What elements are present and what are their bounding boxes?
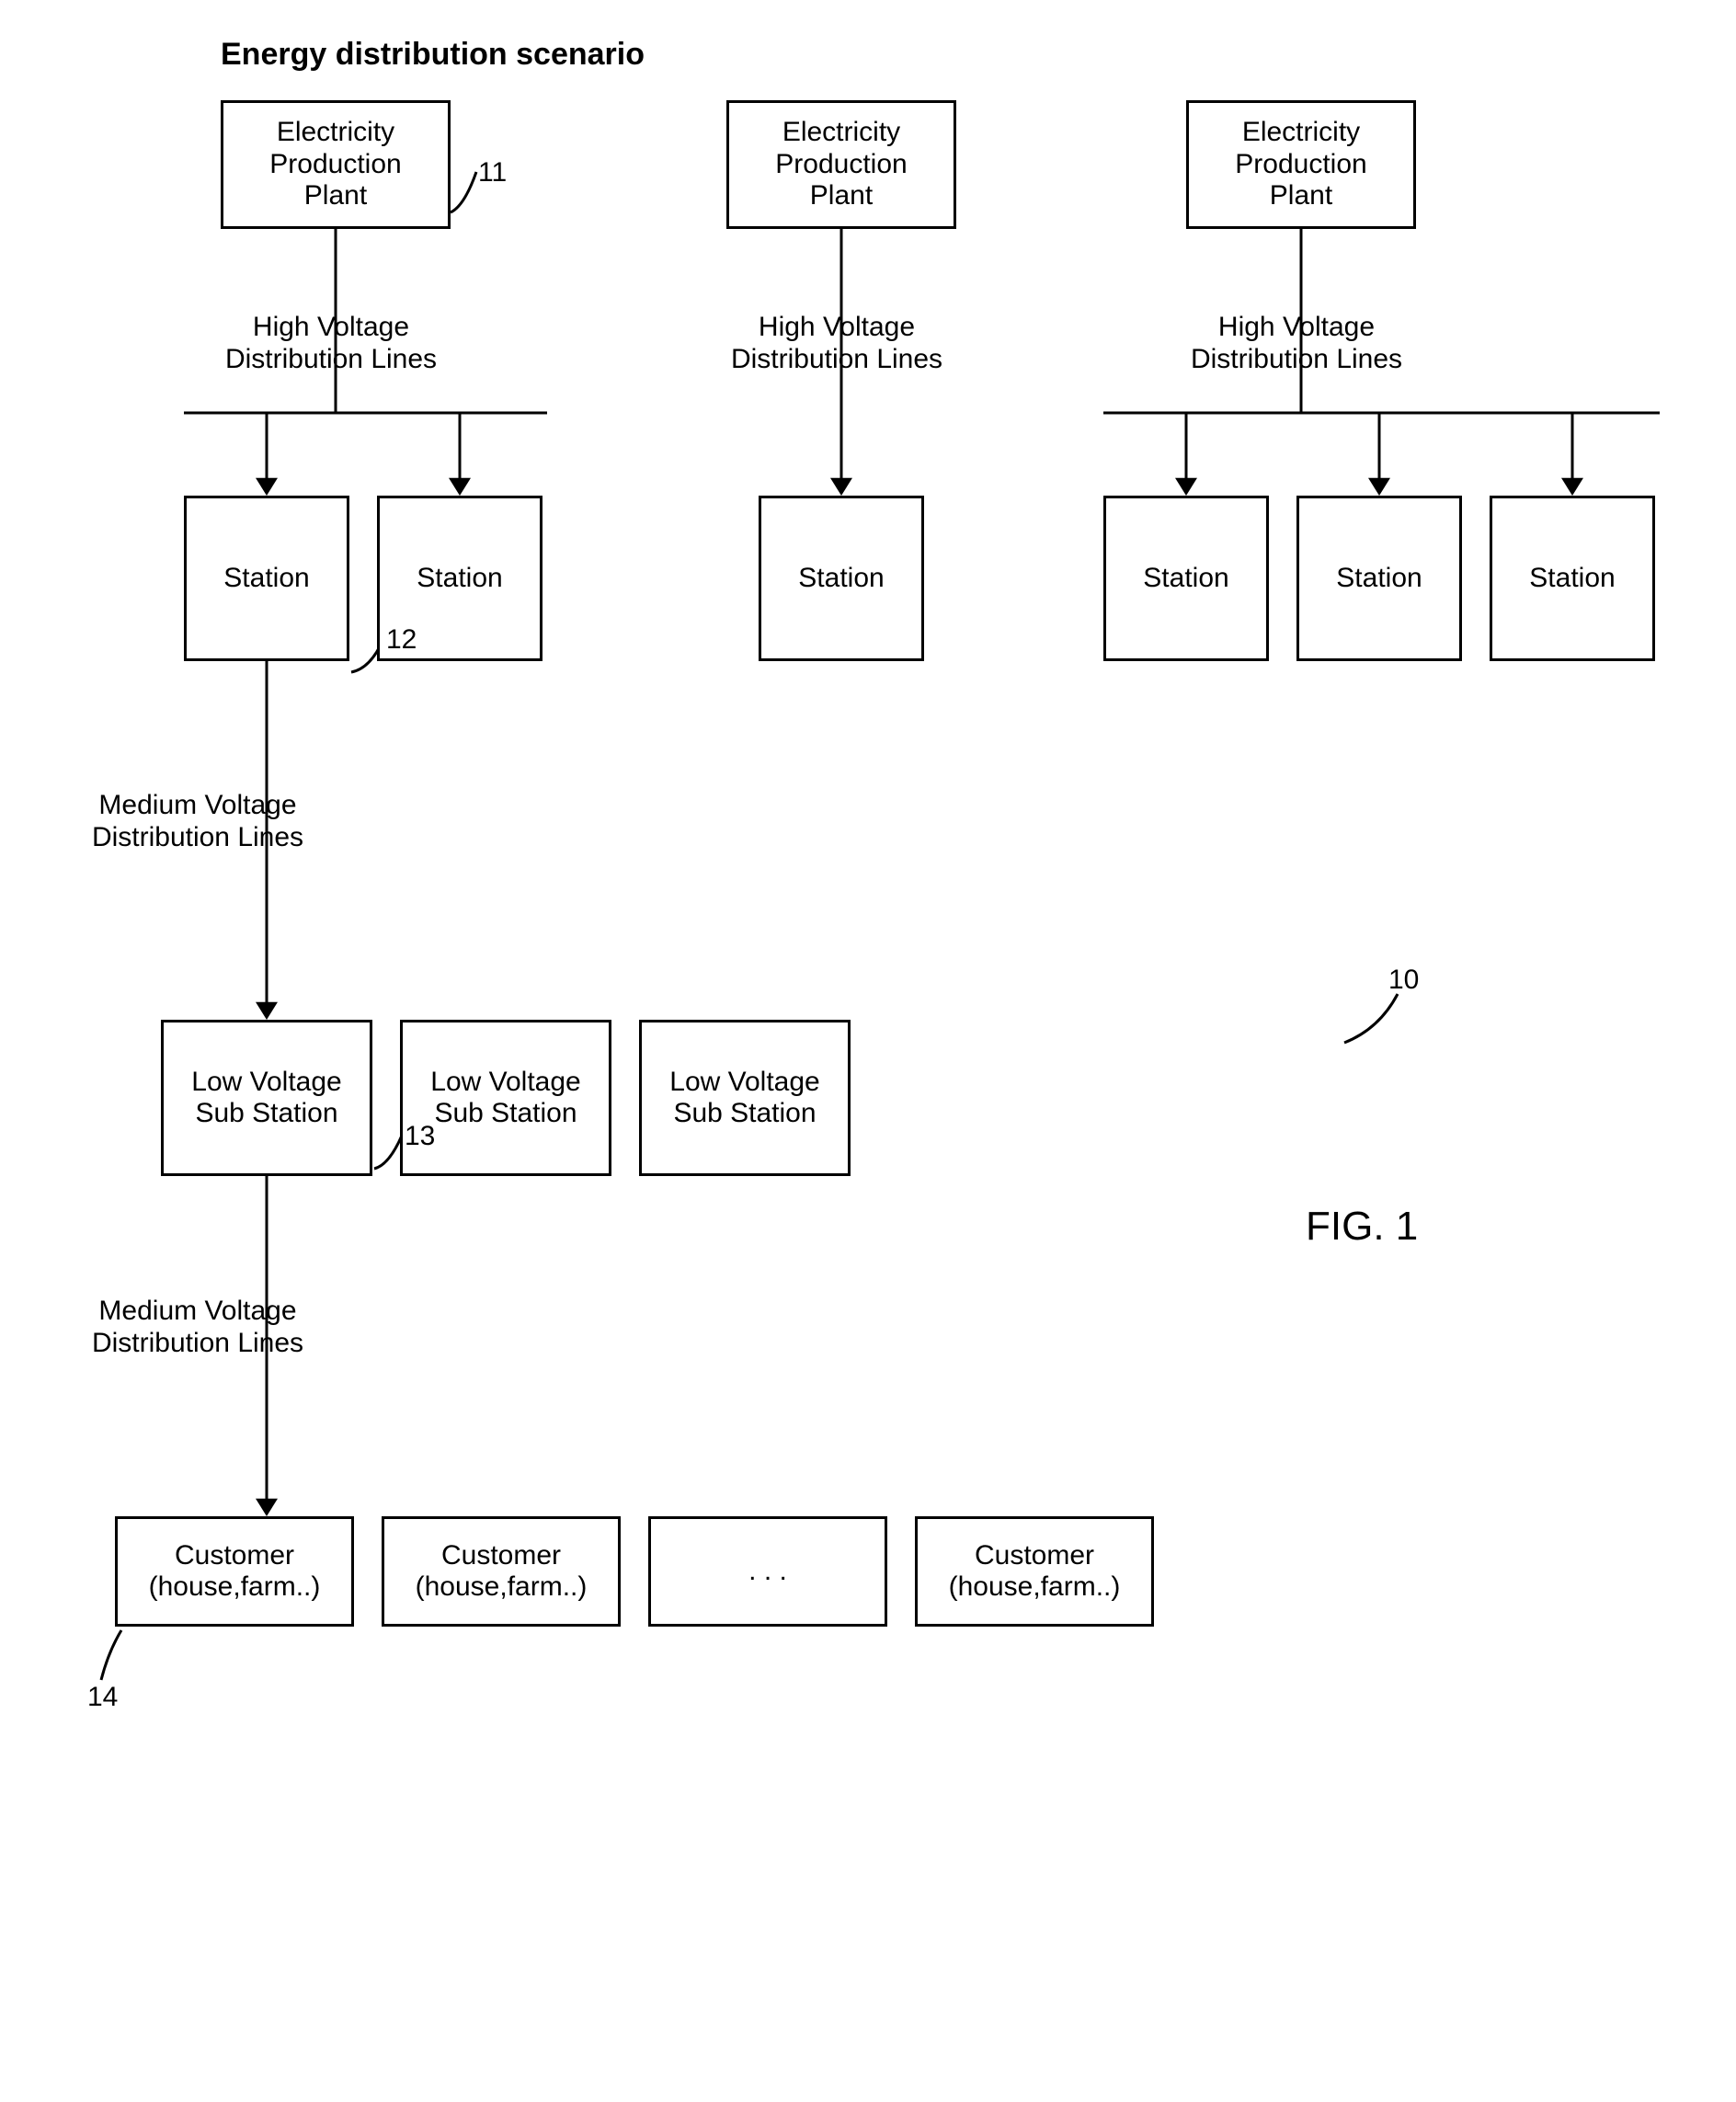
node-customer-2: Customer(house,farm..) (382, 1516, 621, 1627)
diagram-title: Energy distribution scenario (221, 37, 1699, 73)
ref-10: 10 (1388, 965, 1419, 996)
node-customer-3: . . . (648, 1516, 887, 1627)
node-substation-3: Low VoltageSub Station (639, 1020, 851, 1176)
label-hv-3: High VoltageDistribution Lines (1149, 312, 1444, 375)
node-plant-3: ElectricityProductionPlant (1186, 100, 1416, 229)
node-substation-1: Low VoltageSub Station (161, 1020, 372, 1176)
node-station-3c: Station (1490, 496, 1655, 661)
node-customer-4: Customer(house,farm..) (915, 1516, 1154, 1627)
node-station-3b: Station (1296, 496, 1462, 661)
ref-11: 11 (478, 157, 507, 188)
node-station-3a: Station (1103, 496, 1269, 661)
node-station-1a: Station (184, 496, 349, 661)
ref-14: 14 (87, 1682, 118, 1713)
label-hv-1: High VoltageDistribution Lines (184, 312, 478, 375)
node-substation-2: Low VoltageSub Station (400, 1020, 611, 1176)
node-customer-1: Customer(house,farm..) (115, 1516, 354, 1627)
ref-13: 13 (405, 1121, 435, 1152)
node-plant-1: ElectricityProductionPlant (221, 100, 451, 229)
node-plant-2: ElectricityProductionPlant (726, 100, 956, 229)
label-mv-2: Medium VoltageDistribution Lines (37, 1296, 359, 1359)
label-mv-1: Medium VoltageDistribution Lines (37, 790, 359, 853)
ref-12: 12 (386, 624, 417, 656)
figure-label: FIG. 1 (1306, 1204, 1418, 1250)
node-station-2: Station (759, 496, 924, 661)
label-hv-2: High VoltageDistribution Lines (690, 312, 984, 375)
diagram-canvas: ElectricityProductionPlant ElectricityPr… (37, 100, 1673, 1976)
